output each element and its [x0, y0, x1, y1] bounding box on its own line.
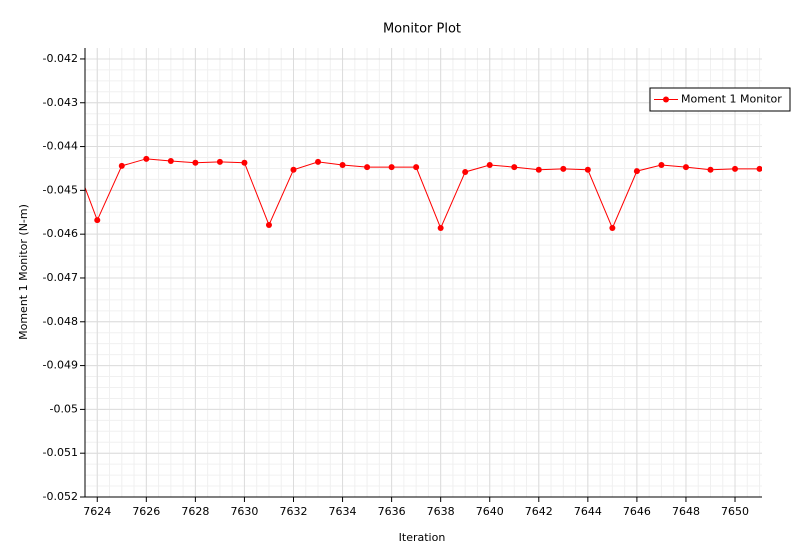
x-tick-label: 7634: [329, 505, 357, 518]
axes: 7624 7626 7628 7630 7632 7634 7636 7638 7640 7642…: [43, 48, 762, 518]
data-point: [70, 152, 76, 158]
x-tick-label: 7632: [279, 505, 307, 518]
y-tick-label: -0.05: [50, 402, 78, 415]
x-tick-label: 7640: [476, 505, 504, 518]
y-tick-label: -0.047: [43, 271, 78, 284]
data-point: [192, 159, 199, 166]
data-point: [462, 168, 469, 175]
data-point: [437, 225, 444, 232]
x-tick-label: 7628: [181, 505, 209, 518]
x-tick-label: 7644: [574, 505, 602, 518]
y-tick-label: -0.049: [43, 359, 78, 372]
y-tick-label: -0.045: [43, 183, 78, 196]
x-tick-label: 7626: [132, 505, 160, 518]
x-tick-label: 7638: [427, 505, 455, 518]
data-point: [216, 158, 223, 165]
data-point: [364, 164, 371, 171]
data-point: [388, 164, 395, 171]
y-axis-label: Moment 1 Monitor (N-m): [17, 204, 30, 340]
data-point: [633, 168, 640, 175]
x-tick-label: 7650: [721, 505, 749, 518]
data-point: [609, 225, 616, 232]
x-tick-label: 7636: [378, 505, 406, 518]
data-point: [339, 161, 346, 168]
data-point: [94, 217, 101, 224]
y-tick-label: -0.046: [43, 227, 78, 240]
plot-area: [70, 152, 762, 232]
y-tick-label: -0.044: [43, 140, 78, 153]
data-point: [167, 158, 174, 165]
data-point: [658, 161, 665, 168]
y-tick-label: -0.042: [43, 52, 78, 65]
x-tick-label: 7630: [230, 505, 258, 518]
legend-marker: [663, 96, 669, 103]
legend-label: Moment 1 Monitor: [681, 93, 782, 106]
legend-box: [649, 87, 791, 112]
y-tick-label: -0.048: [43, 315, 78, 328]
x-axis-label: Iteration: [399, 531, 446, 544]
grid: [84, 48, 762, 498]
data-point: [535, 166, 542, 173]
y-tick-label: -0.043: [43, 96, 78, 109]
data-point: [560, 165, 567, 172]
x-tick-label: 7624: [83, 505, 111, 518]
data-point: [241, 159, 248, 166]
data-point: [315, 158, 322, 165]
data-point: [486, 161, 493, 168]
data-point: [511, 164, 518, 171]
data-point: [265, 221, 272, 228]
data-point: [413, 164, 420, 171]
data-point: [584, 166, 591, 173]
data-point: [118, 162, 125, 169]
data-point: [756, 165, 762, 172]
legend: Moment 1 Monitor: [649, 87, 791, 112]
data-point: [682, 164, 689, 171]
data-point: [707, 166, 714, 173]
y-tick-label: -0.051: [43, 446, 78, 459]
x-tick-label: 7646: [623, 505, 651, 518]
data-point: [732, 165, 739, 172]
data-point: [143, 155, 150, 162]
y-tick-label: -0.052: [43, 490, 78, 503]
data-point: [290, 166, 297, 173]
chart-title: Monitor Plot: [383, 22, 461, 37]
x-tick-label: 7648: [672, 505, 700, 518]
x-tick-label: 7642: [525, 505, 553, 518]
